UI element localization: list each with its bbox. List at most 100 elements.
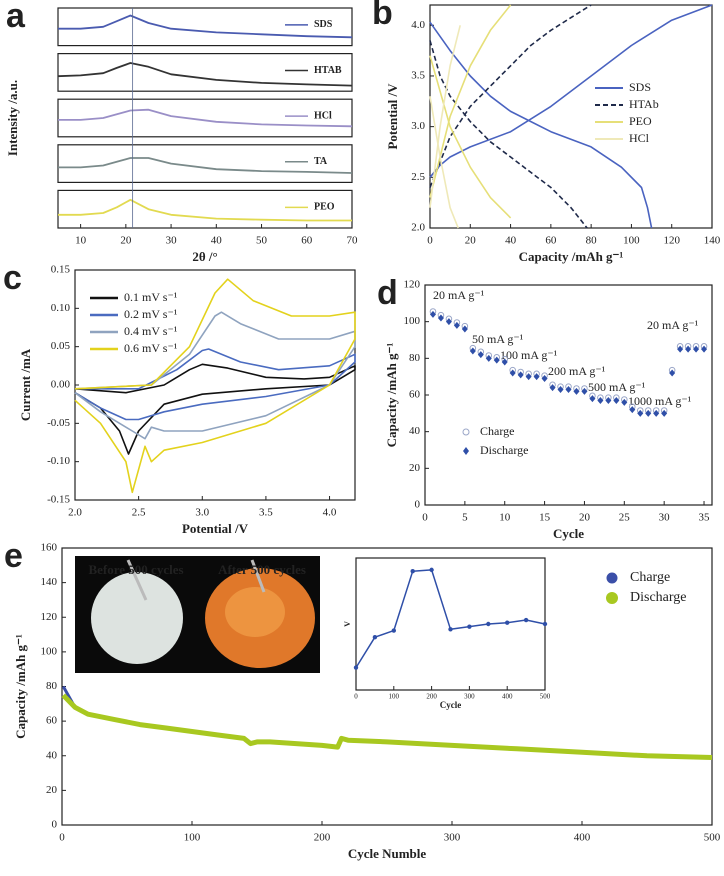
discharge-point [453, 321, 460, 329]
y-tick-label: 160 [41, 542, 58, 554]
inset-point [391, 628, 396, 633]
x-tick-label: 400 [574, 832, 591, 844]
legend-label: HTAB [314, 65, 342, 76]
discharge-point [485, 354, 492, 362]
discharge-point [573, 387, 580, 395]
discharge-point [557, 386, 564, 393]
sub-frame [57, 144, 353, 184]
discharge-point [605, 397, 612, 404]
sub-frame [57, 52, 353, 92]
discharge-point [589, 395, 596, 403]
x-tick-label: 100 [184, 832, 201, 844]
y-axis-label: Current /mA [18, 348, 33, 421]
legend-swatch [463, 447, 469, 455]
y-tick-label: 20 [46, 784, 58, 796]
legend-label: HCl [629, 131, 650, 145]
legend-label: 0.6 mV s⁻¹ [124, 341, 178, 355]
y-tick-label: 3.5 [411, 69, 425, 81]
inset-point [429, 567, 434, 573]
tweezers [250, 559, 266, 593]
x-tick-label: 100 [623, 235, 640, 247]
legend-label: Discharge [480, 443, 528, 457]
discharge-point [469, 347, 476, 355]
x-tick-label: 40 [211, 235, 223, 247]
y-axis-label: Potential /V [385, 83, 400, 150]
discharge-point [549, 384, 556, 392]
rate-annotation: 1000 mA g⁻¹ [628, 394, 692, 408]
inset-point [410, 569, 415, 574]
y-tick-label: 100 [404, 315, 421, 327]
y-tick-label: 2.5 [411, 171, 425, 183]
discharge-point [621, 398, 628, 406]
y-tick-label: 120 [41, 611, 58, 623]
x-tick-label: 2.0 [68, 507, 82, 519]
y-tick-label: 4.0 [411, 19, 425, 31]
x-tick-label: 80 [586, 235, 598, 247]
y-tick-label: 40 [409, 425, 421, 437]
x-tick-label: 300 [444, 832, 461, 844]
y-tick-label: 0.05 [51, 340, 71, 352]
discharge-point [501, 358, 508, 366]
y-axis-label: Capacity /mAh g⁻¹ [384, 343, 399, 448]
inset-point [523, 617, 529, 623]
y-tick-label: 100 [41, 645, 58, 657]
x-tick-label: 500 [540, 693, 551, 701]
discharge-point [493, 356, 500, 364]
y-tick-label: 40 [46, 749, 58, 761]
discharge-point [525, 373, 532, 381]
discharge-curve [429, 40, 588, 229]
x-tick-label: 140 [704, 235, 721, 247]
x-tick-label: 40 [505, 235, 517, 247]
inset-point [372, 635, 378, 640]
panel-label: b [372, 0, 393, 32]
x-tick-label: 200 [426, 693, 437, 701]
legend-label: Discharge [630, 590, 687, 605]
discharge-point [661, 409, 668, 417]
sub-frame [57, 189, 353, 229]
charge-curve [429, 4, 592, 188]
x-tick-label: 20 [120, 235, 132, 247]
y-axis-label: V [343, 621, 352, 627]
cv-curve [74, 348, 356, 421]
tweezers [126, 559, 148, 601]
sub-frame [57, 98, 353, 138]
y-tick-label: 60 [409, 389, 421, 401]
discharge-point [677, 345, 684, 353]
discharge-curve [429, 96, 459, 229]
x-tick-label: 500 [704, 832, 721, 844]
x-axis-label: Cycle [440, 700, 462, 710]
sub-frame [57, 7, 353, 47]
rate-annotation: 100 mA g⁻¹ [500, 348, 558, 362]
panel-label: c [3, 259, 22, 297]
x-tick-label: 60 [545, 235, 557, 247]
x-tick-label: 0 [59, 832, 65, 844]
cv-curve [74, 278, 356, 494]
cv-curve [74, 311, 356, 440]
cv-curve [74, 363, 356, 455]
discharge-point [669, 369, 676, 377]
y-tick-label: 0.10 [51, 302, 71, 314]
legend-label: TA [314, 156, 328, 167]
x-axis-label: Capacity /mAh g⁻¹ [519, 249, 624, 264]
separator-before [91, 572, 183, 664]
panel-label: a [6, 0, 26, 35]
plot-frame [429, 4, 713, 229]
y-tick-label: 120 [404, 279, 421, 291]
inset-point [505, 620, 510, 625]
x-tick-label: 20 [579, 512, 591, 524]
x-tick-label: 30 [166, 235, 178, 247]
panel-label: d [377, 274, 398, 312]
discharge-curve [429, 21, 653, 229]
x-axis-label: 2θ /° [192, 249, 217, 264]
legend-label: PEO [314, 202, 335, 213]
separator-after-highlight [225, 587, 285, 637]
legend-label: PEO [629, 114, 652, 128]
legend-swatch [605, 571, 619, 585]
x-tick-label: 25 [619, 512, 631, 524]
inset-background [342, 554, 551, 716]
x-axis-label: Cycle Numble [348, 846, 427, 861]
discharge-point [701, 345, 708, 353]
y-tick-label: 2.0 [411, 222, 425, 234]
